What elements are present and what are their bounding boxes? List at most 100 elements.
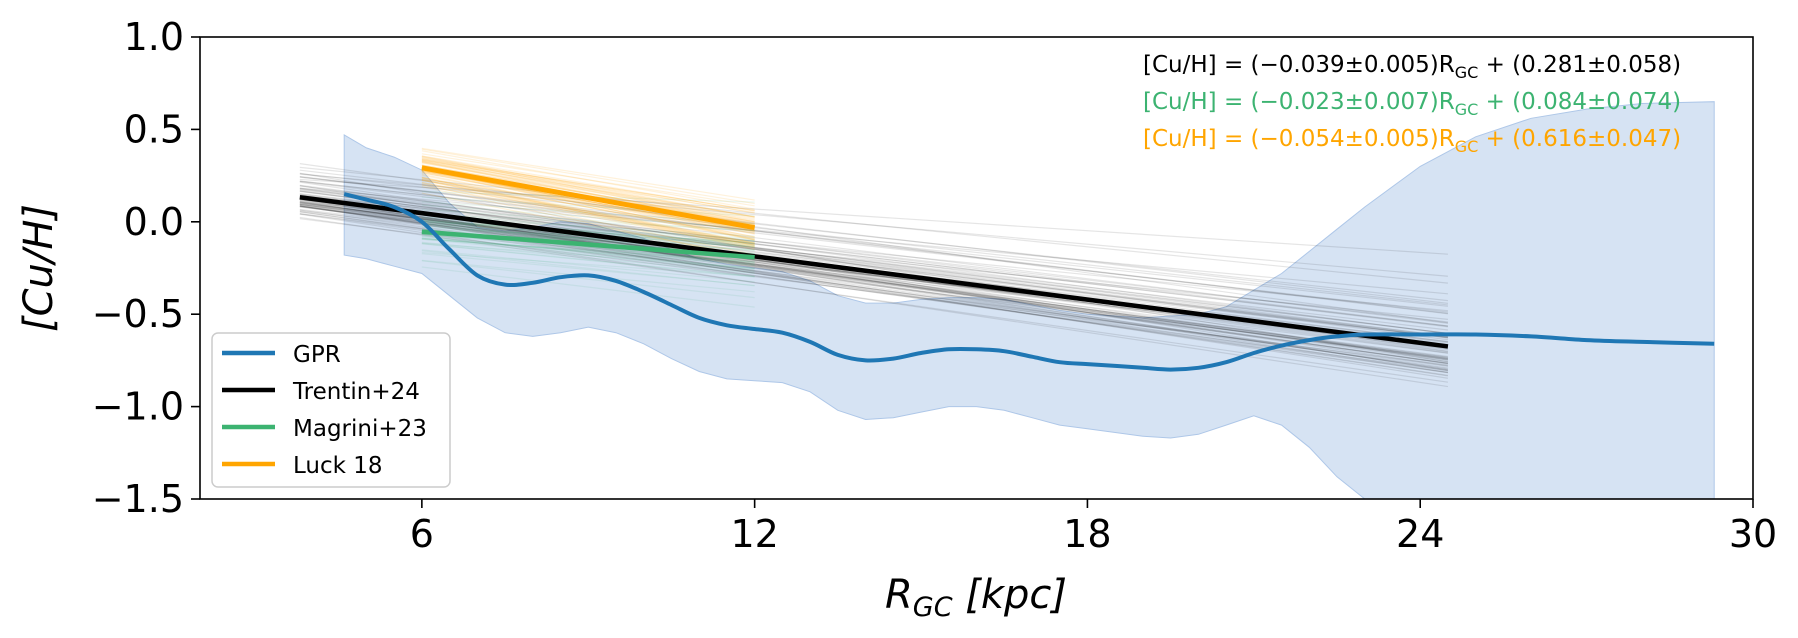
luck-sample-line — [421, 159, 755, 219]
trentin-sample-line — [299, 204, 1449, 374]
magrini-sample-line — [421, 221, 755, 239]
luck-sample-line — [421, 179, 755, 247]
luck-sample-line — [421, 164, 755, 223]
magrini-sample-line — [421, 237, 755, 265]
trentin-sample-line — [299, 178, 1448, 255]
y-axis-ticks: 1.0 0.5 0.0 −0.5 −1.0 −1.5 — [92, 15, 200, 521]
y-tick-label: 0.0 — [124, 200, 184, 244]
magrini-sample-line — [421, 213, 755, 232]
magrini-sample-line — [421, 219, 755, 245]
trentin-sample-line — [299, 199, 1449, 371]
magrini-sample-line — [421, 235, 755, 270]
equation-magrini-main: [Cu/H] = (−0.023±0.007)R — [1143, 89, 1455, 115]
fit-equations: [Cu/H] = (−0.039±0.005)RGC + (0.281±0.05… — [1143, 52, 1681, 156]
equation-trentin: [Cu/H] = (−0.039±0.005)RGC + (0.281±0.05… — [1143, 52, 1681, 82]
trentin-sample-line — [299, 175, 1449, 314]
y-tick-label: −1.0 — [92, 385, 184, 429]
magrini-fit-line — [421, 229, 755, 260]
luck-sample-line — [421, 178, 755, 244]
equation-trentin-rest: + (0.281±0.058) — [1478, 52, 1681, 78]
magrini-sample-line — [421, 238, 755, 273]
trentin-sample-line — [299, 205, 1449, 377]
magrini-sample-line — [421, 250, 755, 287]
trentin-sample-line — [299, 180, 1449, 313]
magrini-sample-line — [421, 237, 755, 266]
equation-luck-rest: + (0.616±0.047) — [1478, 126, 1681, 152]
luck-sample-line — [421, 182, 755, 245]
y-tick-label: 1.0 — [124, 15, 184, 59]
x-tick-label: 12 — [730, 512, 778, 556]
luck-sample-line — [421, 150, 755, 210]
luck-sample-line — [421, 179, 755, 245]
magrini-sample-line — [421, 242, 755, 269]
gpr-line — [343, 192, 1715, 372]
legend-label-gpr: GPR — [293, 342, 341, 368]
trentin-sample-line — [299, 205, 1449, 376]
trentin-sample-line — [299, 180, 1449, 307]
magrini-sample-line — [421, 253, 755, 287]
magrini-sample-line — [421, 238, 755, 262]
magrini-sample-line — [421, 242, 755, 277]
luck-sample-line — [421, 170, 755, 232]
trentin-sample-line — [299, 197, 1449, 371]
trentin-sample-line — [299, 194, 1449, 339]
magrini-sample-line — [421, 251, 755, 278]
magrini-sample-line — [421, 238, 755, 263]
magrini-sample-line — [421, 229, 755, 248]
legend-label-magrini: Magrini+23 — [293, 416, 427, 442]
trentin-sample-line — [299, 172, 1449, 302]
x-axis-ticks: 6 12 18 24 30 — [410, 499, 1777, 556]
trentin-sample-line — [299, 169, 1449, 304]
trentin-sample-line — [299, 188, 1449, 328]
luck-sample-line — [421, 184, 755, 249]
trentin-sample-line — [299, 213, 1449, 388]
magrini-sample-line — [421, 220, 755, 244]
luck-sample-line — [421, 158, 755, 212]
luck-sample-line — [421, 164, 755, 223]
luck-sample-line — [421, 177, 755, 246]
equation-luck: [Cu/H] = (−0.054±0.005)RGC + (0.616±0.04… — [1143, 126, 1681, 156]
y-tick-label: −1.5 — [92, 477, 184, 521]
luck-sample-line — [421, 172, 755, 235]
magrini-sample-line — [421, 237, 755, 271]
x-axis-label-sub: GC — [913, 592, 953, 623]
trentin-sample-line — [299, 198, 1449, 364]
luck-fit-line — [421, 165, 756, 231]
y-axis-label: [Cu/H] — [16, 204, 62, 332]
trentin-sample-line — [299, 205, 1449, 364]
trentin-sample-line — [299, 190, 1449, 341]
trentin-sample-line — [299, 202, 1449, 349]
luck-sample-line — [421, 156, 755, 222]
trentin-sample-line — [299, 201, 1449, 365]
magrini-sample-line — [421, 233, 755, 265]
plot-area — [299, 101, 1715, 499]
trentin-sample-line — [299, 190, 1449, 334]
luck-sample-line — [421, 159, 755, 214]
trentin-sample-line — [299, 202, 1449, 361]
trentin-sample-line — [299, 197, 1449, 361]
equation-magrini-rest: + (0.084±0.074) — [1478, 89, 1681, 115]
trentin-sample-line — [299, 176, 1449, 306]
luck-sample-line — [421, 179, 755, 246]
luck-sample-line — [421, 182, 755, 247]
luck-sample-line — [421, 174, 755, 241]
luck-sample-line — [421, 155, 755, 218]
trentin-sample-line — [299, 184, 1449, 335]
luck-sample-line — [421, 172, 755, 232]
trentin-sample-line — [299, 187, 1449, 338]
trentin-sample-line — [299, 184, 1449, 372]
trentin-sample-line — [299, 218, 1449, 366]
magrini-sample-line — [421, 213, 755, 241]
trentin-sample-line — [299, 172, 1449, 363]
trentin-sample-line — [299, 205, 1449, 354]
trentin-sample-line — [299, 176, 1449, 315]
magrini-sample-line — [421, 209, 755, 232]
magrini-sample-line — [421, 219, 755, 242]
magrini-sample-line — [421, 225, 755, 252]
luck-sample-line — [421, 170, 755, 240]
y-tick-label: −0.5 — [92, 292, 184, 336]
luck-sample-line — [421, 169, 755, 233]
magrini-sample-line — [421, 217, 755, 248]
x-tick-label: 30 — [1729, 512, 1777, 556]
